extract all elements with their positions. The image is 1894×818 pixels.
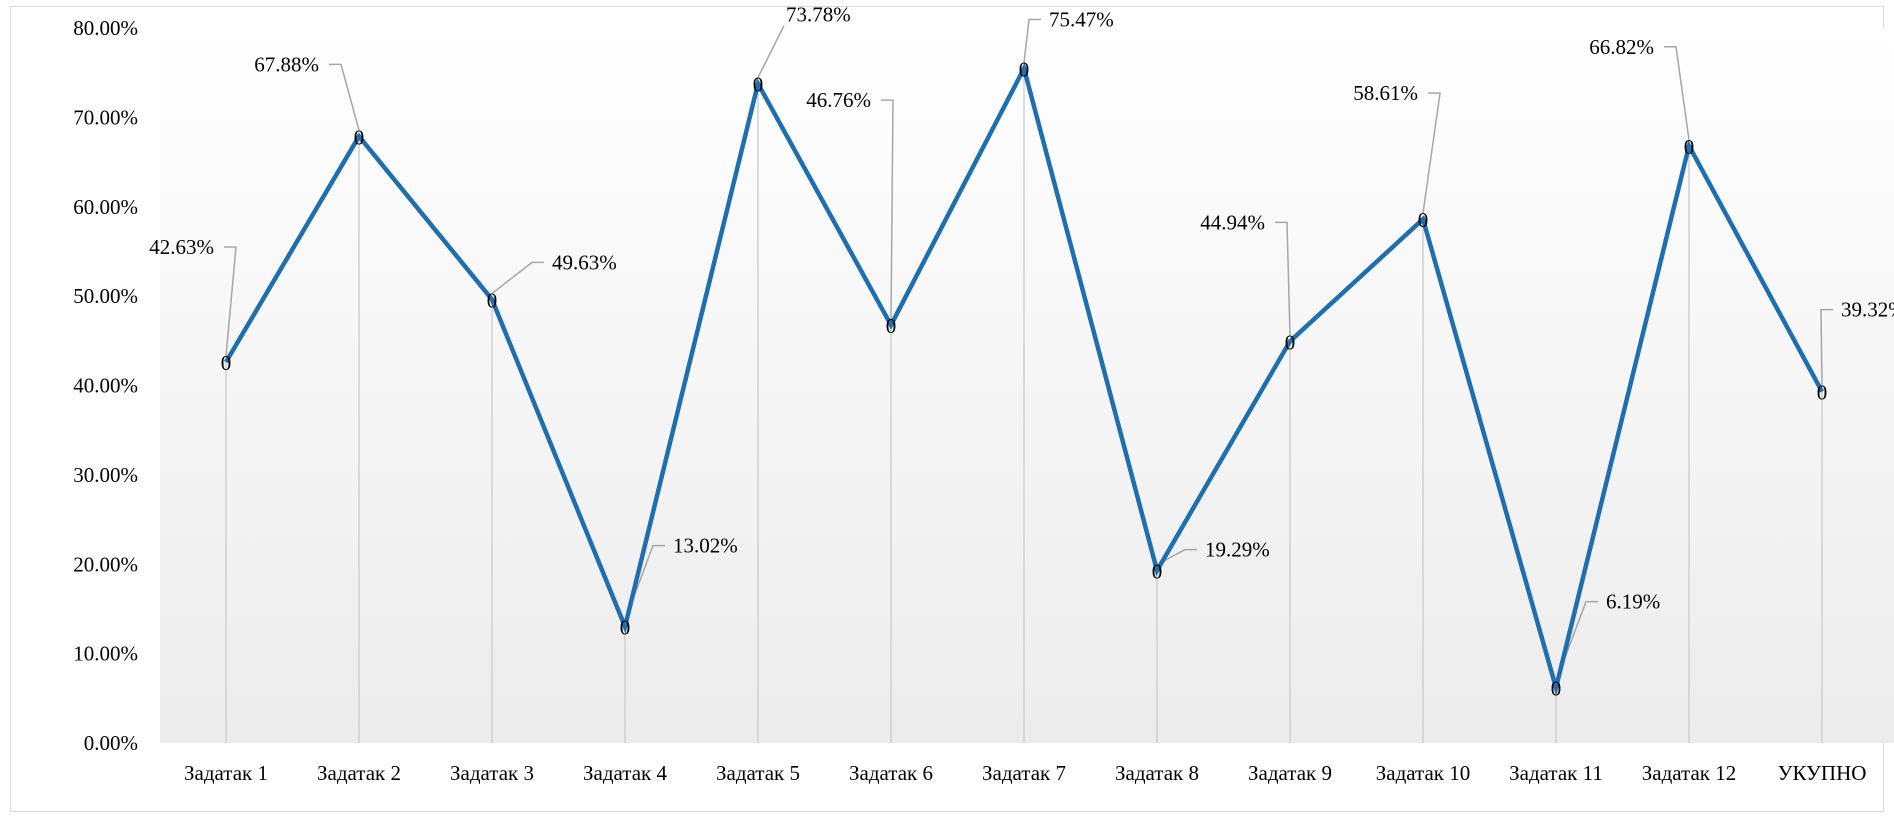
leader-line bbox=[329, 63, 360, 131]
point-marker: 0 bbox=[354, 125, 365, 149]
y-tick-label: 30.00% bbox=[73, 463, 138, 487]
data-label: 75.47% bbox=[1049, 7, 1114, 31]
y-tick-label: 10.00% bbox=[73, 642, 138, 666]
point-marker: 0 bbox=[886, 314, 897, 338]
point-marker: 0 bbox=[1684, 135, 1695, 159]
point-marker: 0 bbox=[620, 616, 631, 640]
x-tick-label: Задатак 10 bbox=[1376, 761, 1471, 785]
data-label: 19.29% bbox=[1205, 538, 1270, 562]
y-tick-label: 80.00% bbox=[73, 16, 138, 40]
series-line bbox=[224, 62, 1824, 697]
point-marker: 0 bbox=[221, 351, 232, 375]
x-tick-label: Задатак 1 bbox=[184, 761, 268, 785]
label-leader-lines bbox=[224, 18, 1833, 682]
data-label: 6.19% bbox=[1606, 590, 1660, 614]
data-label: 44.94% bbox=[1200, 210, 1265, 234]
x-tick-label: Задатак 2 bbox=[317, 761, 401, 785]
point-markers: 0 0 0 0 0 0 0 0 0 0 0 0 0 bbox=[221, 57, 1828, 700]
y-tick-label: 20.00% bbox=[73, 552, 138, 576]
point-marker: 0 bbox=[1019, 57, 1030, 81]
leader-line bbox=[1422, 92, 1441, 214]
point-marker: 0 bbox=[1817, 381, 1828, 405]
data-label: 67.88% bbox=[254, 52, 319, 76]
point-marker: 0 bbox=[1285, 330, 1296, 354]
data-label: 13.02% bbox=[673, 534, 738, 558]
x-tick-label: УКУПНО bbox=[1778, 761, 1867, 785]
x-tick-label: Задатак 12 bbox=[1642, 761, 1737, 785]
leader-line bbox=[1023, 18, 1041, 63]
data-label: 73.78% bbox=[786, 3, 851, 27]
data-label: 49.63% bbox=[552, 250, 617, 274]
leader-line bbox=[1664, 46, 1690, 140]
data-label: 39.32% bbox=[1841, 298, 1894, 322]
y-tick-label: 0.00% bbox=[84, 731, 138, 755]
drop-lines bbox=[225, 68, 1823, 743]
leader-line bbox=[757, 25, 785, 78]
y-tick-label: 40.00% bbox=[73, 374, 138, 398]
x-tick-label: Задатак 11 bbox=[1509, 761, 1603, 785]
leader-line bbox=[1156, 548, 1197, 566]
leader-line bbox=[1820, 308, 1833, 386]
point-marker: 0 bbox=[1418, 208, 1429, 232]
series-line-path bbox=[224, 62, 1824, 697]
x-tick-label: Задатак 7 bbox=[982, 761, 1066, 785]
data-labels: 42.63% 67.88% 49.63% 13.02% 73.78% 46.76% 75.4… bbox=[149, 3, 1894, 614]
leader-line bbox=[491, 261, 544, 295]
x-tick-label: Задатак 8 bbox=[1115, 761, 1199, 785]
x-tick-label: Задатак 3 bbox=[450, 761, 534, 785]
data-label: 66.82% bbox=[1589, 35, 1654, 59]
point-marker: 0 bbox=[487, 288, 498, 312]
y-axis-tick-labels: 0.00% 10.00% 20.00% 30.00% 40.00% 50.00% 60.00… bbox=[73, 16, 138, 755]
data-label: 46.76% bbox=[806, 88, 871, 112]
x-tick-label: Задатак 4 bbox=[583, 761, 668, 785]
y-tick-label: 70.00% bbox=[73, 105, 138, 129]
data-label: 42.63% bbox=[149, 235, 214, 259]
y-tick-label: 50.00% bbox=[73, 284, 138, 308]
point-marker: 0 bbox=[1152, 560, 1163, 584]
point-marker: 0 bbox=[1551, 677, 1562, 701]
x-tick-label: Задатак 6 bbox=[849, 761, 933, 785]
leader-line bbox=[881, 99, 894, 320]
x-axis-tick-labels: Задатак 1 Задатак 2 Задатак 3 Задатак 4 Зада… bbox=[184, 761, 1866, 785]
point-marker: 0 bbox=[753, 73, 764, 97]
data-label: 58.61% bbox=[1353, 81, 1418, 105]
plot-area bbox=[160, 28, 1894, 743]
leader-line bbox=[1275, 221, 1291, 336]
leader-line bbox=[224, 246, 237, 357]
y-tick-label: 60.00% bbox=[73, 195, 138, 219]
x-tick-label: Задатак 5 bbox=[716, 761, 800, 785]
x-tick-label: Задатак 9 bbox=[1248, 761, 1332, 785]
